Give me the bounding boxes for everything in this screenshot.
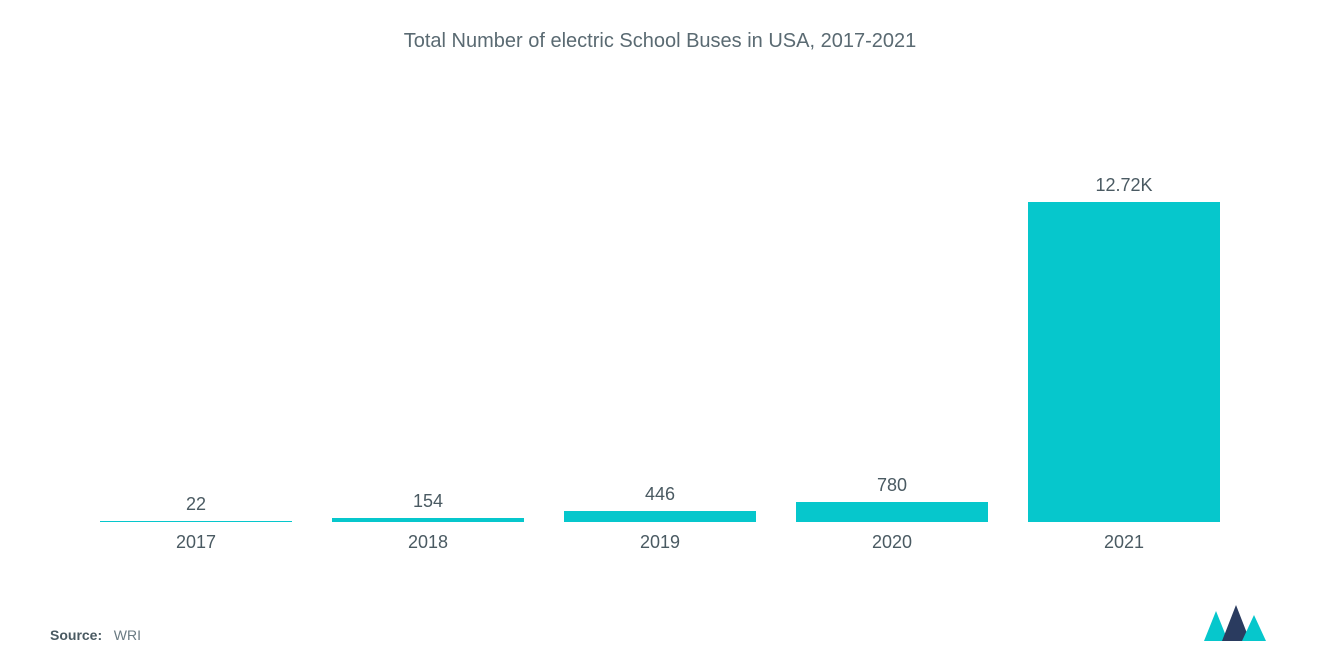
bar-group-2021: 12.72K 2021 (1008, 93, 1240, 553)
bar (100, 521, 292, 522)
category-label: 2019 (640, 532, 680, 553)
category-label: 2021 (1104, 532, 1144, 553)
bar (564, 511, 756, 522)
source-label: Source: (50, 627, 102, 643)
chart-footer: Source: WRI (50, 603, 1270, 643)
chart-title: Total Number of electric School Buses in… (50, 30, 1270, 53)
value-label: 154 (413, 491, 443, 512)
value-label: 446 (645, 484, 675, 505)
source-value: WRI (114, 627, 141, 643)
bar (1028, 202, 1220, 522)
chart-container: Total Number of electric School Buses in… (0, 0, 1320, 665)
bar (332, 518, 524, 522)
source-citation: Source: WRI (50, 627, 141, 643)
category-label: 2020 (872, 532, 912, 553)
bar-group-2018: 154 2018 (312, 93, 544, 553)
bar-group-2017: 22 2017 (80, 93, 312, 553)
category-label: 2017 (176, 532, 216, 553)
bar-group-2019: 446 2019 (544, 93, 776, 553)
brand-logo-icon (1202, 603, 1270, 643)
bar-group-2020: 780 2020 (776, 93, 1008, 553)
value-label: 12.72K (1095, 175, 1152, 196)
value-label: 22 (186, 494, 206, 515)
category-label: 2018 (408, 532, 448, 553)
value-label: 780 (877, 475, 907, 496)
chart-plot-area: 22 2017 154 2018 446 2019 780 2020 12.72… (50, 93, 1270, 553)
bar (796, 502, 988, 522)
